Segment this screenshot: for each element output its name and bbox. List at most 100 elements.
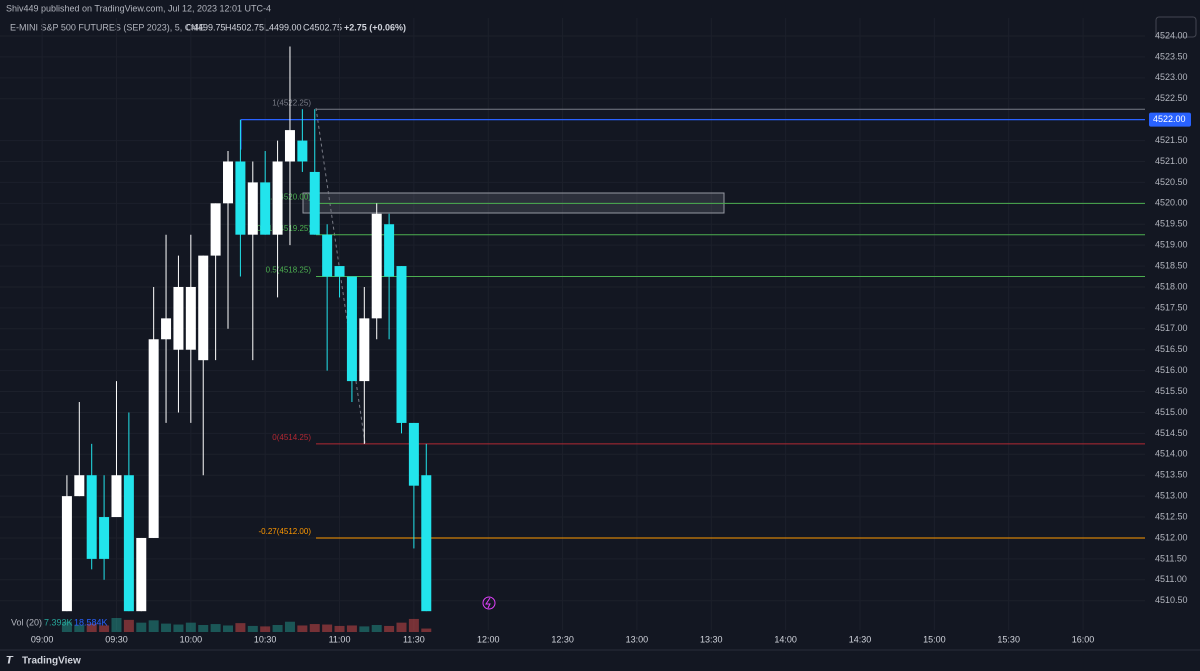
x-tick-label: 12:00 [477, 634, 500, 644]
candle-body [136, 537, 147, 612]
candle-body [408, 422, 419, 486]
y-tick-label: 4519.50 [1155, 219, 1188, 229]
volume-bar [359, 626, 370, 632]
candle-body [123, 475, 134, 612]
x-tick-label: 10:00 [180, 634, 203, 644]
volume-bar [148, 620, 159, 632]
volume-bar [111, 618, 122, 632]
volume-bar [284, 621, 295, 632]
settings-box [1155, 16, 1197, 38]
candle-body [74, 475, 85, 497]
x-tick-label: 16:00 [1072, 634, 1095, 644]
ohlc-value: C4502.75 [303, 22, 342, 32]
ohlc-value: H4502.75 [225, 22, 264, 32]
x-tick-label: 12:30 [551, 634, 574, 644]
candle-body [322, 234, 333, 277]
fib-label: 0.5(4518.25) [266, 266, 312, 275]
candle-body [86, 475, 97, 559]
volume-bar [272, 625, 283, 632]
x-tick-label: 11:00 [329, 634, 351, 644]
x-tick-label: 09:00 [31, 634, 54, 644]
y-tick-label: 4521.00 [1155, 156, 1188, 166]
candle-body [198, 255, 209, 361]
volume-bar [334, 625, 345, 632]
candle-body [284, 130, 295, 162]
y-tick-label: 4519.00 [1155, 240, 1188, 250]
volume-bar [173, 624, 184, 632]
y-tick-label: 4512.50 [1155, 511, 1188, 521]
volume-title: Vol (20) [11, 617, 42, 627]
volume-bar [408, 618, 419, 632]
candle-body [384, 224, 395, 277]
volume-bar [123, 619, 134, 632]
volume-bar [346, 625, 357, 632]
volume-bar [210, 624, 221, 632]
y-tick-label: 4513.00 [1155, 491, 1188, 501]
x-tick-label: 13:30 [700, 634, 723, 644]
footer-logo: 𝙏 [6, 656, 14, 667]
volume-bar [384, 625, 395, 632]
event-icon [482, 596, 496, 610]
footer-brand: TradingView [22, 656, 81, 667]
volume-bar [99, 625, 110, 632]
y-tick-label: 4515.50 [1155, 386, 1188, 396]
x-tick-label: 15:30 [997, 634, 1020, 644]
volume-bar [235, 623, 246, 632]
candle-body [161, 318, 172, 340]
volume-bar [74, 625, 85, 632]
candle-body [235, 161, 246, 235]
candle-body [111, 475, 122, 518]
x-tick-label: 13:00 [626, 634, 649, 644]
candle-body [359, 318, 370, 382]
event-bolt [485, 597, 491, 609]
y-tick-label: 4512.00 [1155, 532, 1188, 542]
candle-body [272, 161, 283, 235]
volume-bar [322, 624, 333, 632]
fib-label: -0.27(4512.00) [259, 527, 312, 536]
volume-bar [260, 626, 271, 632]
candle-body [61, 496, 72, 612]
publisher: Shiv449 published on TradingView.com, Ju… [6, 3, 271, 13]
volume-ma: 18.584K [74, 617, 108, 627]
y-tick-label: 4520.00 [1155, 198, 1188, 208]
y-tick-label: 4516.50 [1155, 344, 1188, 354]
y-tick-label: 4510.50 [1155, 595, 1188, 605]
y-tick-label: 4515.00 [1155, 407, 1188, 417]
candle-body [210, 203, 221, 256]
ohlc-value: O4499.75 [186, 22, 226, 32]
symbol: E-MINI S&P 500 FUTURES (SEP 2023), 5, CM… [10, 22, 205, 32]
fib-label: 0.618(4519.25) [257, 224, 312, 233]
y-tick-label: 4517.50 [1155, 302, 1188, 312]
volume-last: 7.393K [44, 617, 73, 627]
y-tick-label: 4511.50 [1155, 553, 1187, 563]
candle-body [260, 182, 271, 235]
volume-bar [185, 622, 196, 632]
volume-bar [309, 624, 320, 632]
volume-bar [198, 625, 209, 632]
fib-label: 1(4522.25) [272, 98, 311, 107]
volume-bar [247, 625, 258, 632]
y-tick-label: 4513.50 [1155, 470, 1188, 480]
y-tick-label: 4514.50 [1155, 428, 1188, 438]
y-tick-label: 4518.00 [1155, 281, 1188, 291]
y-tick-label: 4523.50 [1155, 51, 1188, 61]
volume-bar [297, 625, 308, 632]
x-tick-label: 15:00 [923, 634, 946, 644]
price-tag [1149, 112, 1191, 127]
candle-body [371, 213, 382, 319]
change: +2.75 (+0.06%) [344, 22, 406, 32]
volume-bar [421, 628, 432, 632]
y-tick-label: 4516.00 [1155, 365, 1188, 375]
candle-body [173, 286, 184, 350]
candle-body [421, 475, 432, 612]
x-tick-label: 14:30 [849, 634, 872, 644]
ohlc-values: O4499.75 H4502.75 L4499.00 C4502.75 +2.75 (+… [186, 22, 406, 32]
y-tick-label: 4524.00 [1155, 30, 1188, 40]
candle-body [99, 517, 110, 559]
candle-body [247, 182, 258, 235]
candle-body [185, 286, 196, 350]
y-tick-label: 4517.00 [1155, 323, 1188, 333]
candle-body [297, 140, 308, 162]
volume-bar [223, 625, 234, 632]
